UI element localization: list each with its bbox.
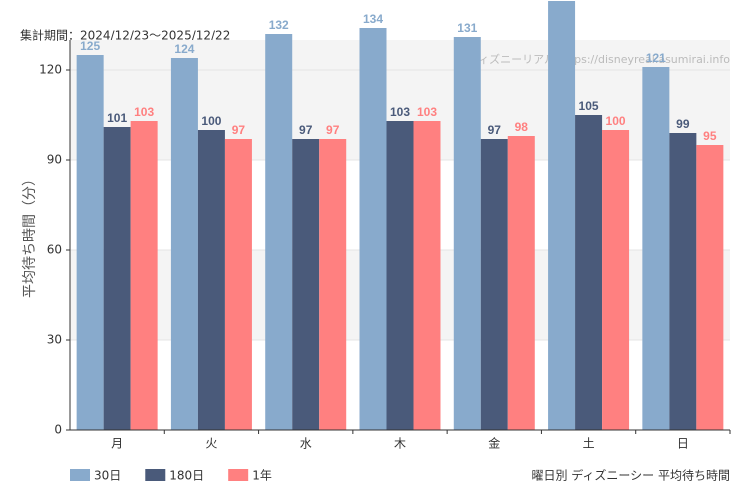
x-tick-label: 水 xyxy=(300,437,312,451)
bar xyxy=(696,145,724,430)
y-axis-label: 平均待ち時間（分） xyxy=(22,172,38,298)
legend-label: 180日 xyxy=(169,469,204,483)
value-label: 95 xyxy=(703,129,717,143)
value-label: 103 xyxy=(134,105,154,119)
value-label: 105 xyxy=(579,99,599,113)
value-label: 101 xyxy=(107,111,127,125)
watermark: ディズニーリアル https://disneyreal.asumirai.inf… xyxy=(468,52,730,66)
x-tick-label: 木 xyxy=(394,437,406,451)
bar xyxy=(130,121,158,430)
y-tick-label: 120 xyxy=(39,63,62,77)
y-tick-label: 60 xyxy=(47,243,62,257)
footer: 曜日別 ディズニーシー 平均待ち時間 xyxy=(531,468,730,483)
bar xyxy=(224,139,252,430)
bar xyxy=(453,37,481,430)
value-label: 134 xyxy=(363,12,383,26)
value-label: 100 xyxy=(201,114,221,128)
legend-label: 1年 xyxy=(252,469,272,483)
value-label: 97 xyxy=(488,123,502,137)
bar xyxy=(265,34,293,430)
bar xyxy=(386,121,414,430)
subtitle: 集計期間：2024/12/23～2025/12/22 xyxy=(20,28,230,43)
bar xyxy=(602,130,630,430)
x-tick-label: 火 xyxy=(205,437,217,451)
bar xyxy=(642,67,670,430)
x-tick-label: 金 xyxy=(488,436,500,451)
legend-swatch xyxy=(70,469,90,481)
bar xyxy=(103,127,131,430)
value-label: 100 xyxy=(606,114,626,128)
bar xyxy=(359,28,387,430)
value-label: 97 xyxy=(299,123,313,137)
bar xyxy=(170,58,198,430)
value-label: 125 xyxy=(80,39,100,53)
x-tick-label: 日 xyxy=(677,437,689,451)
legend-swatch xyxy=(145,469,166,481)
value-label: 121 xyxy=(646,51,666,65)
value-label: 97 xyxy=(232,123,246,137)
legend-label: 30日 xyxy=(94,469,121,483)
x-tick-label: 月 xyxy=(111,437,123,451)
bar xyxy=(575,115,603,430)
value-label: 124 xyxy=(174,42,194,56)
value-label: 132 xyxy=(269,18,289,32)
value-label: 103 xyxy=(390,105,410,119)
bar xyxy=(507,136,535,430)
value-label: 98 xyxy=(515,120,529,134)
value-label: 103 xyxy=(417,105,437,119)
y-tick-label: 90 xyxy=(47,153,62,167)
bar xyxy=(480,139,508,430)
x-tick-label: 土 xyxy=(583,437,595,451)
bar xyxy=(548,0,576,430)
value-label: 131 xyxy=(457,21,477,35)
y-tick-label: 30 xyxy=(47,333,62,347)
bar xyxy=(292,139,320,430)
y-tick-label: 0 xyxy=(54,423,62,437)
bar xyxy=(413,121,441,430)
bar xyxy=(669,133,697,430)
bar xyxy=(76,55,104,430)
bar xyxy=(197,130,225,430)
value-label: 99 xyxy=(676,117,690,131)
value-label: 97 xyxy=(326,123,340,137)
legend-swatch xyxy=(228,469,249,481)
bar xyxy=(319,139,347,430)
